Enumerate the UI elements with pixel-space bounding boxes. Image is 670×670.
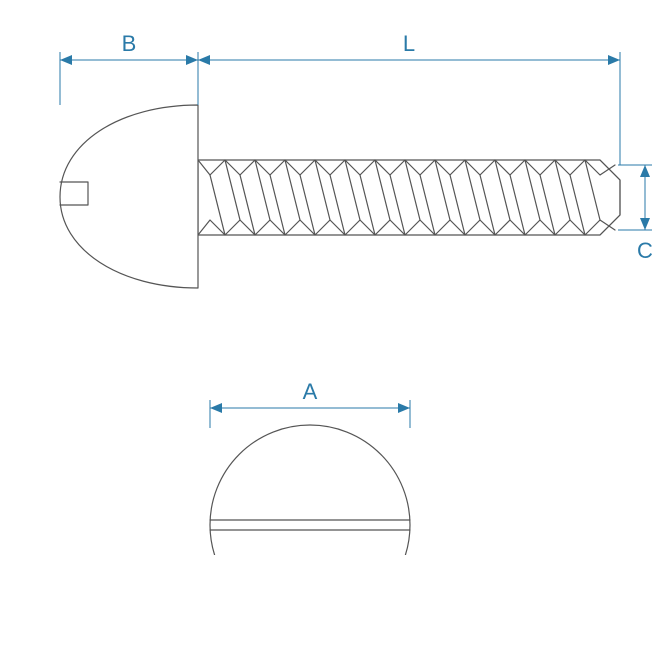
dimension-A-label: A [303, 379, 318, 404]
dimension-B-label: B [122, 31, 137, 56]
screw-head-side [60, 105, 198, 288]
dimension-L-label: L [403, 31, 415, 56]
front-view [210, 425, 410, 625]
dimension-C-label: C [637, 238, 653, 263]
dimension-L: L [198, 31, 620, 165]
dimension-A: A [210, 379, 410, 428]
dimension-B: B [60, 31, 198, 105]
dimension-C: C [618, 165, 653, 263]
side-view [60, 105, 620, 288]
screw-shank [198, 160, 620, 235]
screw-technical-drawing: B L C A [0, 0, 670, 670]
